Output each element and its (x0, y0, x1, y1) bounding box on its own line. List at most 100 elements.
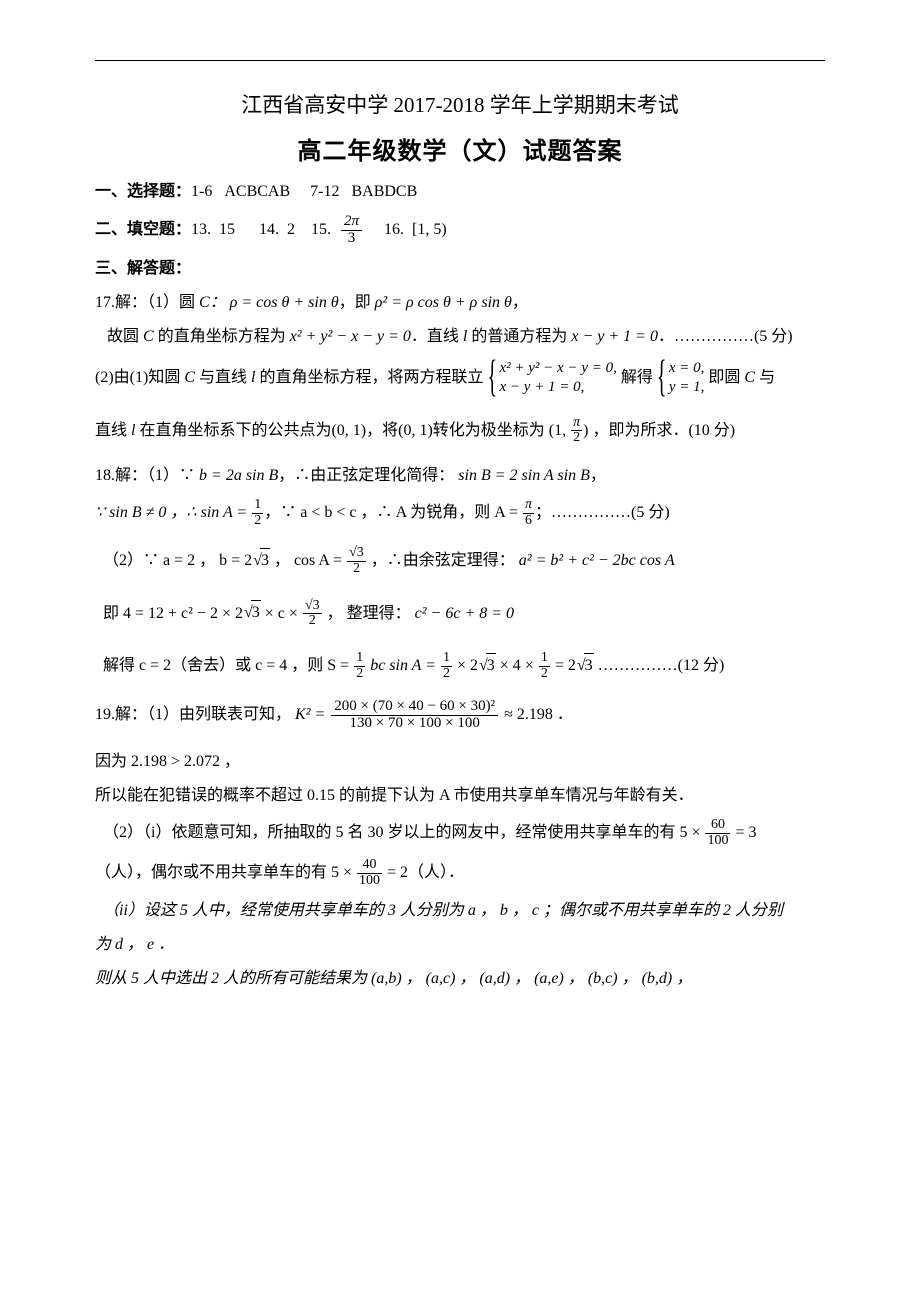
school-line: 江西省高安中学 2017-2018 学年上学期期末考试 (95, 89, 825, 119)
q15-frac: 2π3 (339, 214, 364, 247)
q17-l2: 故圆 C 的直角坐标方程为 x² + y² − x − y = 0．直线 l 的… (95, 325, 825, 349)
q18-l3b: ， cos A = (270, 552, 346, 569)
q18-l1b: ，∴由正弦定理化简得： (278, 467, 454, 484)
q19-l1a: 19.解：（1）由列联表可知， (95, 706, 291, 723)
q18-l2b: ，∵ a < b < c ，∴ A 为锐角，则 A = (264, 504, 522, 521)
q19-l4a: （2）（i）依题意可知，所抽取的 5 名 30 岁以上的网友中，经常使用共享单车… (103, 824, 704, 841)
q18-l2c: ；……………(5 分) (535, 504, 670, 521)
q17-p2e: 即圆 (708, 369, 740, 386)
q14a: 2 (287, 221, 295, 238)
q19-l7t: 为 d ， e ． (95, 936, 174, 953)
q18-eq3: a² = b² + c² − 2bc cos A (519, 552, 675, 569)
q19-l8: 则从 5 人中选出 2 人的所有可能结果为 (a,b) ， (a,c) ， (a… (95, 967, 825, 991)
q19-l8t: 则从 5 人中选出 2 人的所有可能结果为 (a,b) ， (a,c) ， (a… (95, 970, 692, 987)
q15num: 2π (341, 214, 362, 231)
mc-r2: 7-12 (310, 183, 339, 200)
q17-sys1b: x − y + 1 = 0, (499, 378, 616, 398)
solve-label: 三、解答题： (95, 257, 825, 281)
q17-eq2: ρ² = ρ cos θ + ρ sin θ (375, 294, 512, 311)
q18-fr3n: √3 (347, 546, 366, 562)
q17-p2c: 的直角坐标方程，将两方程联立 (259, 369, 483, 386)
q18-eq1: b = 2a sin B (199, 467, 278, 484)
q17-l3: (2)由(1)知圆 C 与直线 l 的直角坐标方程，将两方程联立 x² + y²… (95, 359, 825, 398)
mc-label: 一、选择题： (95, 183, 191, 200)
q18-l4b: × c × (261, 604, 302, 621)
q16n: 16. (384, 221, 404, 238)
q18-fr3: √32 (346, 546, 367, 576)
q17-l3num: π (571, 416, 582, 432)
q17-sys1: x² + y² − x − y = 0, x − y + 1 = 0, (487, 359, 616, 398)
q18-fr4: √32 (302, 599, 323, 629)
q18-sqrt3b: 3 (251, 600, 261, 625)
q17-mid1: ，即 (339, 294, 371, 311)
q13a: 15 (219, 221, 235, 238)
q17-tail1: ， (512, 294, 528, 311)
q19-fr7: 40100 (356, 858, 383, 888)
q17-intro: 17.解：（1）圆 (95, 294, 195, 311)
q18-fr2d: 6 (523, 514, 534, 529)
mc-r1: 1-6 (191, 183, 212, 200)
q17-l2e: 的普通方程为 (471, 328, 567, 345)
q19-l4b: = 3 (731, 824, 756, 841)
q18-fr5c: 12 (538, 651, 551, 681)
q17-eq4: x − y + 1 = 0 (571, 328, 658, 345)
q17-l2l: l (463, 328, 467, 345)
q18-fr5b: 12 (440, 651, 453, 681)
q18-l5b: bc sin A = (366, 657, 440, 674)
q14n: 14. (259, 221, 279, 238)
exam-title: 高二年级数学（文）试题答案 (95, 131, 825, 166)
fill-answers: 二、填空题：13. 15 14. 2 15. 2π3 16. [1, 5) (95, 214, 825, 247)
q19-l4: （2）（i）依题意可知，所抽取的 5 名 30 岁以上的网友中，经常使用共享单车… (95, 818, 825, 848)
q17-sys1a: x² + y² − x − y = 0, (499, 359, 616, 379)
sqrt-icon: 3 (478, 653, 496, 678)
q18-fr2n: π (523, 498, 534, 514)
q17-sys2b: y = 1, (669, 378, 705, 398)
q18-l2: ∵ sin B ≠ 0 ，∴ sin A = 12，∵ a < b < c ，∴… (95, 498, 825, 528)
q18-l3a: （2）∵ a = 2 ， b = 2 (103, 552, 252, 569)
sqrt-icon: 3 (243, 600, 261, 625)
q18-l5d: × 4 × (496, 657, 538, 674)
q18-eq2: sin B = 2 sin A sin B (458, 467, 590, 484)
q18-l1a: 18.解：（1）∵ (95, 467, 195, 484)
q18-fr1: 12 (251, 498, 264, 528)
fill-label: 二、填空题： (95, 221, 191, 238)
q19-k2: K² = (295, 706, 329, 723)
q17-l2d: ．直线 (411, 328, 459, 345)
mc-answers: 一、选择题：1-6 ACBCAB 7-12 BABDCB (95, 180, 825, 204)
q18-l3c: ，∴由余弦定理得： (367, 552, 515, 569)
q17-l2c: 的直角坐标方程为 (158, 328, 286, 345)
q17-p2b: 与直线 (199, 369, 247, 386)
q19-l5a: （人），偶尔或不用共享单车的有 5 × (95, 864, 356, 881)
q17-l2b: C (143, 328, 154, 345)
q17-l4: 直线 l 在直角坐标系下的公共点为(0, 1)，将(0, 1)转化为极坐标为 (… (95, 416, 825, 446)
q18-l1c: ， (590, 467, 606, 484)
q17-l3b: 在直角坐标系下的公共点为(0, 1)，将(0, 1)转化为极坐标为 (1, (139, 421, 570, 438)
q19-l1: 19.解：（1）由列联表可知， K² = 200 × (70 × 40 − 60… (95, 699, 825, 732)
q17-eq1: ρ = cos θ + sin θ (230, 294, 339, 311)
q18-fr1n: 1 (252, 498, 263, 514)
q18-l4c: ， 整理得： (323, 604, 411, 621)
q19-l5: （人），偶尔或不用共享单车的有 5 × 40100 = 2（人）． (95, 858, 825, 888)
q19-l2: 因为 2.198 > 2.072 ， (95, 750, 825, 774)
q18-l5c: × 2 (453, 657, 478, 674)
q19-numr: 200 × (70 × 40 − 60 × 30)² (331, 699, 498, 716)
q15n: 15. (311, 221, 331, 238)
q18-l2a: ∵ sin B ≠ 0 ，∴ sin A = (95, 504, 251, 521)
q19-fr6d: 100 (705, 834, 730, 849)
q18-fr1d: 2 (252, 514, 263, 529)
q17-p2f: C (744, 369, 755, 386)
q17-l2a: 故圆 (107, 328, 139, 345)
mc-a2: BABDCB (351, 183, 417, 200)
q19-l6: （ii）设这 5 人中，经常使用共享单车的 3 人分别为 a ， b ， c ；… (95, 899, 825, 923)
q17-l1: 17.解：（1）圆 C： ρ = cos θ + sin θ，即 ρ² = ρ … (95, 291, 825, 315)
q18-fr4d: 2 (303, 614, 322, 629)
q17-sys2: x = 0, y = 1, (657, 359, 705, 398)
q18-l3: （2）∵ a = 2 ， b = 23 ， cos A = √32 ，∴由余弦定… (95, 546, 825, 576)
q17-p2d: 解得 (621, 369, 653, 386)
q18-eq4: c² − 6c + 8 = 0 (415, 604, 514, 621)
q19-denr: 130 × 70 × 100 × 100 (331, 716, 498, 732)
q17-l2f: ．……………(5 分) (658, 328, 793, 345)
q18-l5f: ……………(12 分) (594, 657, 725, 674)
q19-approx: ≈ 2.198 ． (500, 706, 573, 723)
q18-fr3d: 2 (347, 562, 366, 577)
